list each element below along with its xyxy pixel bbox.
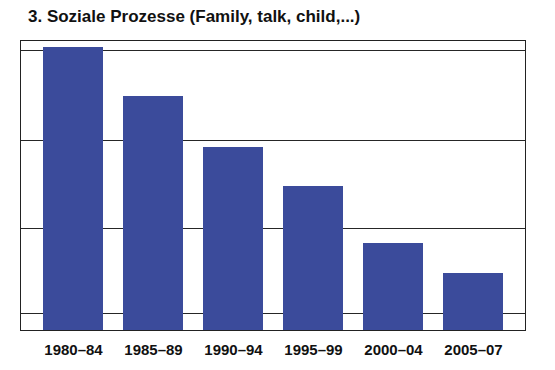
svg-text:2005–07: 2005–07 <box>444 341 502 358</box>
svg-text:2000–04: 2000–04 <box>364 341 423 358</box>
svg-text:1985–89: 1985–89 <box>124 341 182 358</box>
svg-text:1990–94: 1990–94 <box>204 341 263 358</box>
svg-text:1995–99: 1995–99 <box>284 341 342 358</box>
svg-text:1980–84: 1980–84 <box>44 341 103 358</box>
html-text:3. Soziale Prozesse (Family, t: 3. Soziale Prozesse (Family, talk, child… <box>28 7 361 26</box>
